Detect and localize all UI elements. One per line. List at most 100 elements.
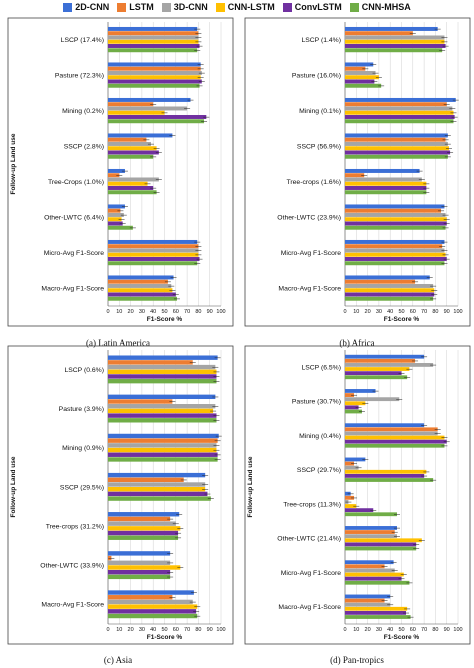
bar [108,360,193,365]
category-label: Pasture (72.3%) [55,73,104,80]
bar [345,154,448,159]
bar [345,296,434,301]
bar [345,405,359,410]
category-label: LSCP (17.4%) [61,37,104,44]
bar [345,62,374,67]
bar [108,244,199,249]
bar [108,378,217,384]
bar [345,457,366,462]
bar [345,423,425,428]
bar [345,83,382,88]
legend-swatch [63,2,73,12]
x-tick-label: 80 [432,627,438,633]
category-label: SSCP (29.5%) [60,484,104,491]
category-label: Other-LWTC (21.4%) [277,536,341,543]
bar [108,413,217,418]
panel-frame [244,345,471,645]
bar [345,79,375,84]
bar [108,595,173,600]
x-tick-label: 40 [387,627,393,633]
bar [345,66,366,71]
x-tick-label: 60 [173,627,179,633]
category-label: Micro-Avg F1-Score [44,250,105,257]
bar [345,146,449,151]
bar [345,401,366,406]
bar [345,75,379,80]
category-label: LSCP (6.5%) [301,364,341,371]
bar [108,496,211,501]
bar [108,26,198,31]
bar [345,526,397,530]
category-label: SSCP (56.9%) [297,144,341,151]
bar [345,44,446,48]
panel-caption: (c) Asia [104,655,132,665]
x-tick-label: 50 [161,627,167,633]
legend-swatch [282,2,292,12]
bar [345,217,447,222]
bar [345,239,445,244]
category-label: Other-LWTC (23.9%) [277,215,341,222]
bar [345,110,454,115]
legend-label: ConvLSTM [294,2,342,12]
bar [108,530,179,536]
legend-item: LSTM [117,2,154,12]
bar [345,39,445,44]
bar [108,137,147,142]
bar [345,495,355,500]
y-axis-title: Follow-up Land use [10,133,17,194]
bar [345,35,445,40]
panel-frame [244,17,471,327]
bar [108,374,217,379]
bar [108,79,202,84]
bar [345,141,448,146]
bar [345,137,446,142]
category-label: Micro-Avg F1-Score [281,250,342,257]
x-tick-label: 30 [139,309,145,315]
bar [345,568,395,573]
x-tick-label: 10 [353,627,359,633]
bar [108,35,199,40]
bar [108,248,199,253]
x-tick-label: 90 [444,309,450,315]
bar [345,512,397,517]
x-tick-label: 30 [376,627,382,633]
legend-item: CNN-MHSA [349,2,411,12]
category-label: Mining (0.2%) [62,108,104,115]
bar [108,516,171,522]
bar [345,102,447,107]
x-tick-label: 100 [216,627,225,633]
x-tick-label: 70 [421,309,427,315]
bar [345,186,427,190]
bar [345,409,362,414]
bar [108,452,218,457]
bar [108,288,173,293]
bar [108,599,193,605]
bar [345,546,417,551]
legend-label: LSTM [129,2,154,12]
x-tick-label: 0 [106,627,109,633]
x-tick-label: 40 [387,309,393,315]
bar [108,565,181,570]
bar [345,576,402,581]
bar [108,168,125,173]
bar [108,472,206,478]
bar [345,564,385,569]
bar [108,106,188,111]
x-axis-title: F1-Score % [384,316,420,323]
bar [345,106,453,111]
bar [345,538,422,543]
bar [345,168,420,173]
bar [108,355,218,360]
bar [345,594,391,599]
bar [108,394,216,400]
bar [108,221,123,226]
bar [345,504,357,508]
bar [108,75,201,80]
bar [108,275,174,280]
legend-swatch [161,2,171,12]
x-axis-title: F1-Score % [384,634,420,641]
x-tick-label: 90 [207,627,213,633]
bar [345,288,435,293]
legend-label: CNN-MHSA [361,2,411,12]
x-tick-label: 60 [173,309,179,315]
